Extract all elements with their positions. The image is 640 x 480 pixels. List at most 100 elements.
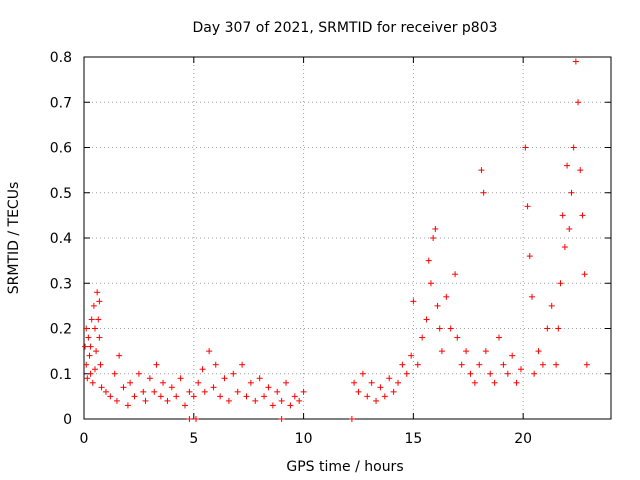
data-point <box>436 325 443 332</box>
data-point <box>278 397 285 404</box>
data-point <box>120 384 127 391</box>
data-point <box>438 348 445 355</box>
data-point <box>399 361 406 368</box>
data-point <box>535 348 542 355</box>
data-point <box>164 397 171 404</box>
data-point <box>199 366 206 373</box>
data-point <box>427 280 434 287</box>
y-axis: 0 0.1 0.2 0.3 0.4 0.5 0.6 0.7 0.8 <box>50 50 611 428</box>
data-point <box>553 361 560 368</box>
data-point <box>95 316 102 323</box>
data-point <box>230 370 237 377</box>
data-point <box>243 393 250 400</box>
data-point <box>91 366 98 373</box>
data-point <box>487 370 494 377</box>
data-point <box>107 393 114 400</box>
data-point <box>351 379 358 386</box>
data-point <box>247 379 254 386</box>
data-point <box>201 388 208 395</box>
x-tick-label: 20 <box>514 431 532 447</box>
data-point <box>140 388 147 395</box>
data-point <box>278 416 285 422</box>
data-point <box>221 375 228 382</box>
data-point <box>555 325 562 332</box>
data-point <box>504 370 511 377</box>
data-point <box>186 416 193 422</box>
data-point <box>177 375 184 382</box>
data-point <box>478 167 485 174</box>
data-point <box>390 388 397 395</box>
y-tick-label: 0.3 <box>50 276 72 292</box>
data-point <box>102 388 109 395</box>
data-point <box>256 375 263 382</box>
data-point <box>452 271 459 278</box>
data-point <box>274 388 281 395</box>
data-point <box>261 393 268 400</box>
data-point <box>583 361 590 368</box>
data-point <box>476 361 483 368</box>
data-point <box>496 334 503 341</box>
data-point <box>425 257 432 264</box>
data-point <box>355 388 362 395</box>
data-point <box>539 361 546 368</box>
data-point <box>96 334 103 341</box>
data-point <box>579 212 586 219</box>
data-point <box>131 393 138 400</box>
data-point <box>116 352 123 359</box>
scatter-points <box>82 58 590 422</box>
data-point <box>467 370 474 377</box>
data-point <box>373 397 380 404</box>
data-point <box>566 225 573 232</box>
data-point <box>414 361 421 368</box>
data-point <box>447 325 454 332</box>
data-point <box>225 397 232 404</box>
data-point <box>124 402 131 409</box>
data-point <box>291 393 298 400</box>
data-point <box>87 343 94 350</box>
y-tick-label: 0.5 <box>50 186 72 202</box>
data-point <box>577 167 584 174</box>
plot-frame <box>83 56 612 420</box>
data-point <box>234 388 241 395</box>
data-point <box>206 348 213 355</box>
data-point <box>463 348 470 355</box>
data-point <box>96 298 103 305</box>
data-point <box>135 370 142 377</box>
data-point <box>458 361 465 368</box>
data-point <box>210 384 217 391</box>
data-point <box>192 416 199 422</box>
data-point <box>430 235 437 241</box>
data-point <box>568 189 575 196</box>
data-point <box>454 334 461 341</box>
x-tick-label: 15 <box>404 431 422 447</box>
data-point <box>82 343 89 350</box>
data-point <box>522 144 529 151</box>
data-point <box>190 393 197 400</box>
data-point <box>524 203 531 210</box>
data-point <box>528 293 535 300</box>
data-point <box>160 379 167 386</box>
y-tick-label: 0.8 <box>50 50 72 66</box>
grid-lines <box>84 57 611 419</box>
x-tick-label: 5 <box>189 431 198 447</box>
data-point <box>364 393 371 400</box>
data-point <box>111 370 118 377</box>
y-tick-label: 0.2 <box>50 322 72 338</box>
data-point <box>419 334 426 341</box>
data-point <box>186 388 193 395</box>
y-tick-label: 0.7 <box>50 95 72 111</box>
y-tick-label: 0.4 <box>50 231 72 247</box>
data-point <box>85 334 92 341</box>
x-tick-label: 0 <box>80 431 89 447</box>
data-point <box>581 271 588 278</box>
x-axis-label: GPS time / hours <box>286 459 403 475</box>
data-point <box>283 379 290 386</box>
data-point <box>381 393 388 400</box>
data-point <box>500 361 507 368</box>
data-point <box>265 384 272 391</box>
data-point <box>83 361 90 368</box>
data-point <box>153 361 160 368</box>
chart-title: Day 307 of 2021, SRMTID for receiver p80… <box>192 20 497 36</box>
data-point <box>300 388 307 395</box>
